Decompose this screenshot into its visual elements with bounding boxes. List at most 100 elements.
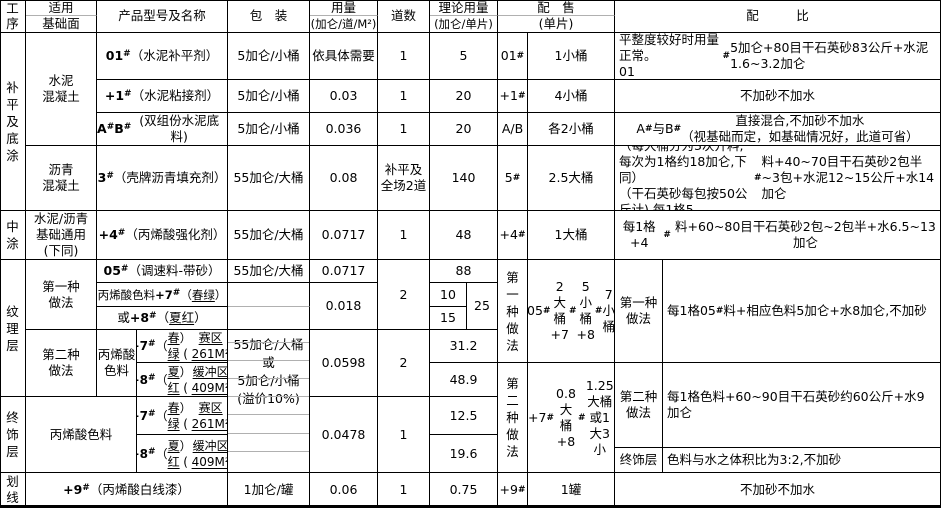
usage-r5: 0.0717 [310, 211, 378, 260]
base-method-1: 第一种 做法 [26, 260, 97, 330]
header-process: 工序 [0, 0, 26, 33]
header-usage-top: 用量 [310, 0, 378, 16]
product-7-court-area: +7#（春绿） (赛区261M²) [137, 330, 228, 363]
package-small-pail-3: 5加仑/小桶 [228, 113, 310, 146]
product-color-7-spring-green: 丙烯酸色料 +7# （春绿） [97, 283, 228, 307]
package-empty-1 [228, 283, 310, 307]
process-texture-layer: 纹理层 [0, 260, 26, 397]
base-acrylic-color: 丙烯酸色料 [26, 397, 137, 473]
theory-sub-10: 10 [430, 283, 467, 307]
alloc-code-9: +9 # [498, 473, 528, 508]
coats-r3: 1 [378, 113, 430, 146]
alloc-code-01: 01 # [498, 33, 528, 80]
coats-r8: 1 [378, 397, 430, 473]
alloc-qty-r4: 2.5大桶 [528, 146, 615, 211]
gridline [228, 414, 309, 415]
coats-r1: 1 [378, 33, 430, 80]
alloc-qty-r1: 1小桶 [528, 33, 615, 80]
header-ratio: 配 比 [615, 0, 941, 33]
process-finish-layer: 终饰层 [0, 397, 26, 473]
ratio-method-1-text: 每1格05 # 料+相应色料5加仑+水8加仑,不加砂 [663, 260, 941, 363]
ratio-method-2-text: 每1格色料+60~90目干石英砂约60公斤+水9加仑 [663, 363, 941, 448]
product-3-asphalt-filler: 3# （壳牌沥青填充剂） [97, 146, 228, 211]
usage-r10: 0.06 [310, 473, 378, 508]
header-coats: 道数 [378, 0, 430, 33]
header-product: 产品型号及名称 [97, 0, 228, 33]
alloc-method-2-label: 第二种做法 [498, 363, 528, 473]
product-7-court-area-finish: +7#（春绿） (赛区261M²) [137, 397, 228, 435]
package-small-pail-1: 5加仑/小桶 [228, 33, 310, 80]
ratio-r5: 每1格+4 # 料+60~80目干石英砂2包~2包半+水6.5~13加仑 [615, 211, 941, 260]
theory-r6: 88 [430, 260, 498, 283]
ratio-r9: 不加砂不加水 [615, 473, 941, 508]
ratio-finish-text: 色料与水之体积比为3:2,不加砂 [663, 448, 941, 473]
alloc-qty-method-1: 05 #2大桶 +7 #5小桶 +8 #7小桶 [528, 260, 615, 363]
package-small-pail-2: 5加仑/小桶 [228, 80, 310, 113]
usage-r9: 0.0478 [310, 397, 378, 473]
ratio-method-2-label: 第二种 做法 [615, 363, 663, 448]
alloc-qty-r2: 4小桶 [528, 80, 615, 113]
alloc-method-1-label: 第一种做法 [498, 260, 528, 363]
theory-r10: 48.9 [430, 363, 498, 397]
theory-sub-15: 15 [430, 307, 467, 330]
coats-r7: 2 [378, 330, 430, 397]
table-left-border [0, 0, 1, 508]
ratio-method-1-label: 第一种 做法 [615, 260, 663, 363]
gridline [228, 342, 309, 343]
header-theory-top: 理论用量 [430, 0, 498, 16]
alloc-qty-r3: 各2小桶 [528, 113, 615, 146]
ratio-r3: A # 与B # 直接混合,不加砂不加水 （视基础而定，如基础情况好，此道可省） [615, 113, 941, 146]
product-8-buffer-area: +8#（夏红） (缓冲区409M²) [137, 363, 228, 397]
product-05-speed-adjuster: 05# （调速料-带砂） [97, 260, 228, 283]
ratio-r2: 不加砂不加水 [615, 80, 941, 113]
ratio-finish-label: 终饰层 [615, 448, 663, 473]
coats-leveling-full-court: 补平及 全场2道 [378, 146, 430, 211]
process-midcoat: 中涂 [0, 211, 26, 260]
usage-r7: 0.018 [310, 283, 378, 330]
base-cement-asphalt-common: 水泥/沥青 基础通用 (下同) [26, 211, 97, 260]
theory-r13: 0.75 [430, 473, 498, 508]
theory-r2: 20 [430, 80, 498, 113]
base-cement-concrete: 水泥 混凝土 [26, 33, 97, 146]
ratio-r4: （每大桶分为3次开料,每次为1格约18加仑,下同） （干石英砂每包按50公斤计)… [615, 146, 941, 211]
alloc-qty-r8: 1罐 [528, 473, 615, 508]
base-asphalt-concrete: 沥青 混凝土 [26, 146, 97, 211]
header-alloc-top: 配 售 [498, 0, 615, 16]
usage-r8: 0.0598 [310, 330, 378, 397]
theory-sub-25: 25 [467, 283, 498, 330]
package-drum-3: 55加仑/大桶 [228, 260, 310, 283]
usage-r4: 0.08 [310, 146, 378, 211]
process-line-marking: 划线 [0, 473, 26, 508]
package-drum-2: 55加仑/大桶 [228, 211, 310, 260]
table-bottom-border [0, 505, 941, 508]
header-package: 包 装 [228, 0, 310, 33]
theory-r1: 5 [430, 33, 498, 80]
theory-r12: 19.6 [430, 435, 498, 473]
theory-r5: 48 [430, 211, 498, 260]
header-alloc-bottom: (单片) [498, 16, 615, 33]
product-4-acrylic-strengthener: +4# （丙烯酸强化剂） [97, 211, 228, 260]
alloc-code-5: 5 # [498, 146, 528, 211]
header-base-top: 适用 [26, 0, 97, 16]
coats-r2: 1 [378, 80, 430, 113]
product-acrylic-color-label: 丙烯酸 色料 [97, 330, 137, 397]
alloc-qty-method-2: +7 #0.8大桶 +8 #1.25大桶 或1大3小 [528, 363, 615, 473]
theory-r4: 140 [430, 146, 498, 211]
theory-r3: 20 [430, 113, 498, 146]
usage-r6: 0.0717 [310, 260, 378, 283]
product-or-8-summer-red: 或 +8# （夏红） [97, 307, 228, 330]
coats-r6: 2 [378, 260, 430, 330]
alloc-code-ab: A/B [498, 113, 528, 146]
coats-r9: 1 [378, 473, 430, 508]
ratio-r1: 平整度较好时用量正常。 01 #5加仑+80目干石英砂83公斤+水泥1.6~3.2… [615, 33, 941, 80]
gridline [228, 396, 309, 397]
theory-r11: 12.5 [430, 397, 498, 435]
package-empty-2 [228, 307, 310, 330]
alloc-qty-r5: 1大桶 [528, 211, 615, 260]
package-drum-or-pail: 55加仑/大桶 或 5加仑/小桶 (溢价10%) [228, 330, 310, 473]
process-leveling-primer: 补平及底涂 [0, 33, 26, 211]
gridline [228, 451, 309, 452]
header-base-bottom: 基础面 [26, 16, 97, 33]
theory-r9: 31.2 [430, 330, 498, 363]
